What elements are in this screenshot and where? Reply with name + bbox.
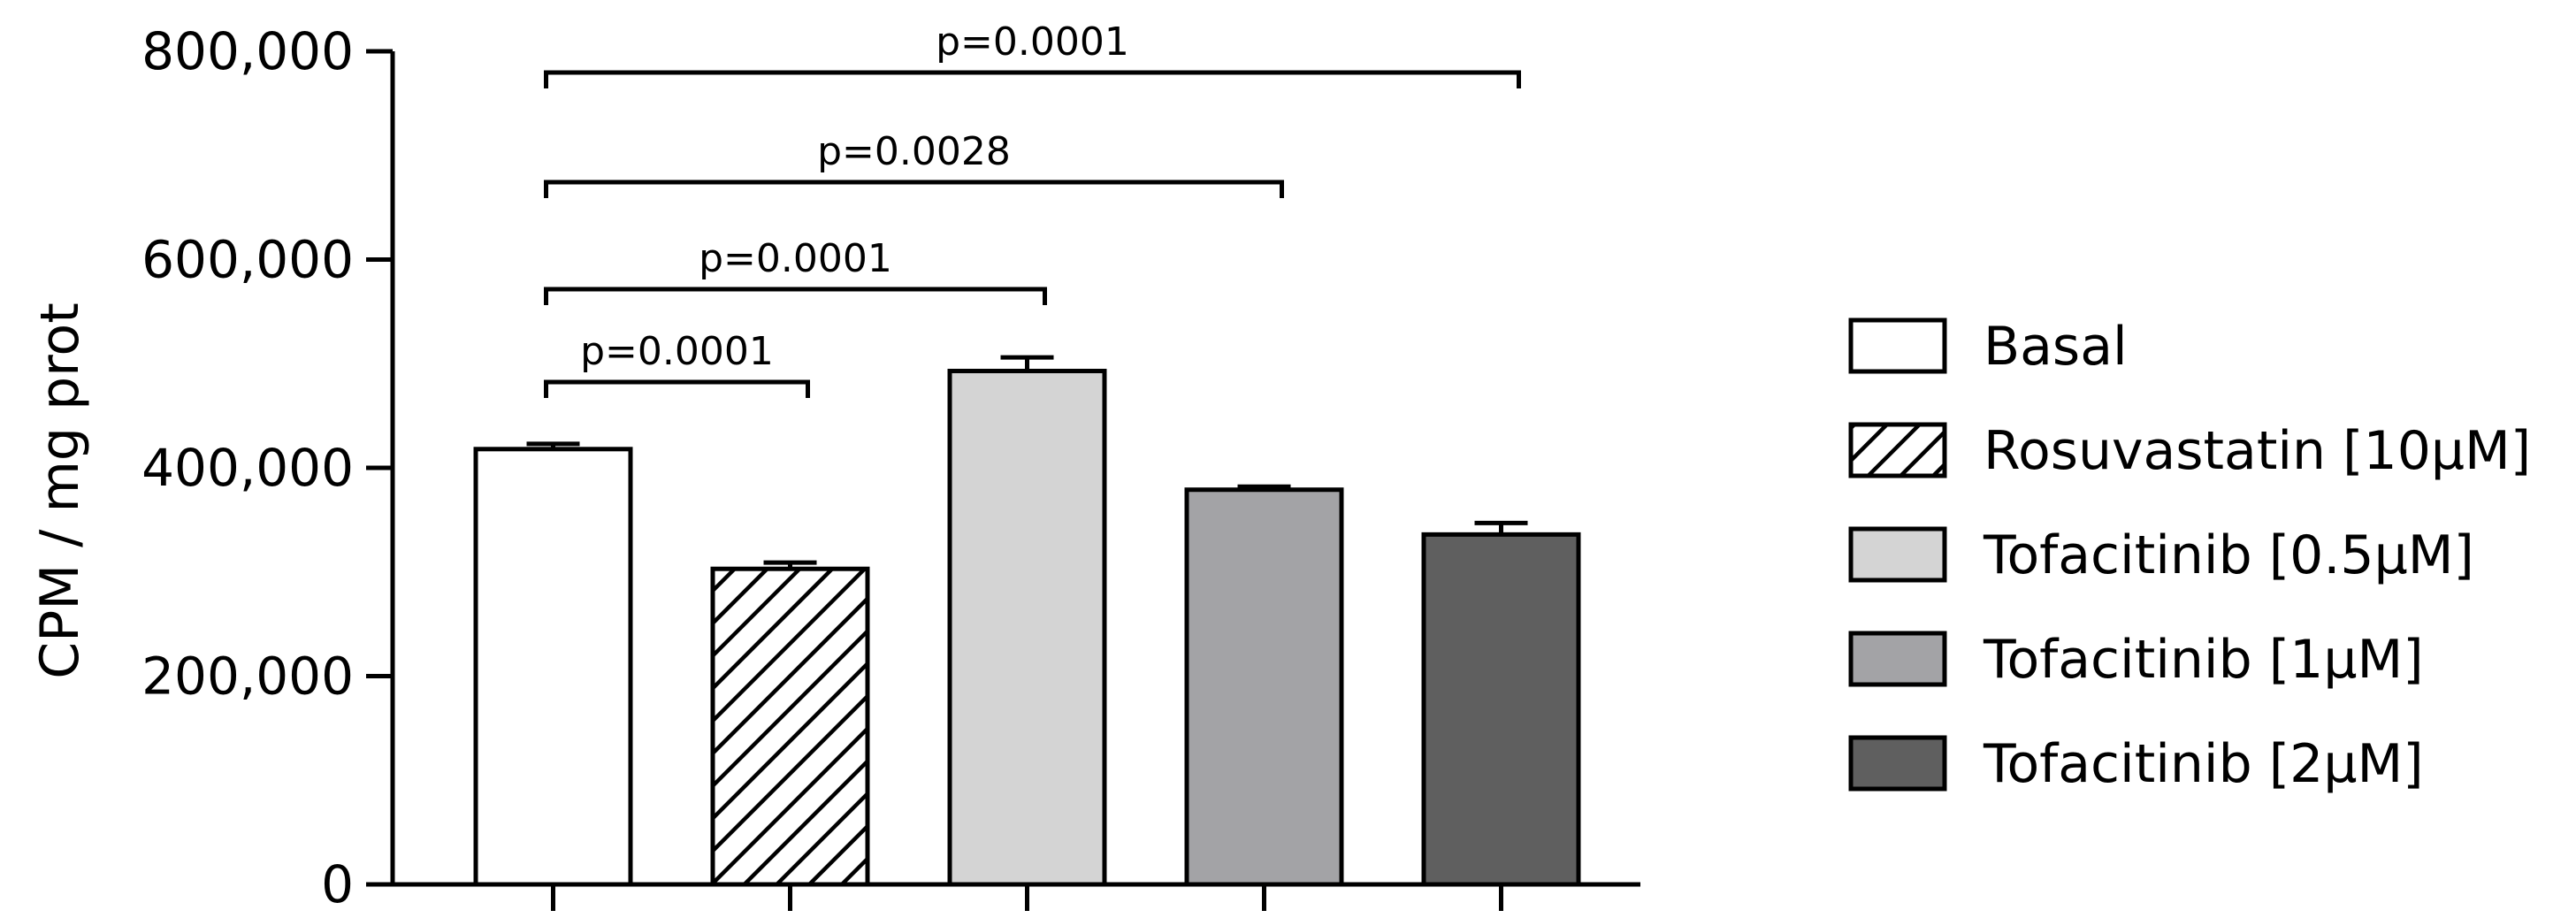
y-tick-label: 400,000 [141, 438, 354, 498]
legend-swatch [1848, 422, 1947, 478]
bar-3 [1184, 487, 1344, 887]
p-value-label: p=0.0001 [936, 19, 1129, 65]
significance-bracket [544, 379, 810, 398]
significance-bracket [544, 287, 1047, 305]
y-axis-title: CPM / mg prot [29, 302, 91, 678]
y-tick-label: 800,000 [141, 21, 354, 81]
legend-label: Tofacitinib [0.5μM] [1983, 524, 2474, 586]
p-value-label: p=0.0001 [580, 329, 774, 374]
y-tick-label: 200,000 [141, 646, 354, 707]
legend-label: Tofacitinib [1μM] [1983, 629, 2424, 691]
legend-swatch [1848, 735, 1947, 792]
significance-bracket [544, 70, 1521, 88]
legend-swatch [1848, 526, 1947, 583]
p-value-label: p=0.0028 [817, 129, 1011, 174]
bar-4 [1421, 532, 1581, 887]
y-tick-label: 0 [321, 854, 354, 914]
bar-1 [710, 566, 870, 887]
significance-bracket [544, 180, 1284, 198]
legend-swatch [1848, 631, 1947, 687]
legend-swatch [1848, 317, 1947, 374]
bar-2 [947, 368, 1107, 887]
legend-label: Basal [1984, 316, 2128, 378]
p-value-label: p=0.0001 [699, 236, 892, 281]
bar-0 [473, 447, 633, 887]
legend-label: Tofacitinib [2μM] [1983, 733, 2424, 795]
y-tick-label: 600,000 [141, 230, 354, 290]
legend-label: Rosuvastatin [10μM] [1984, 420, 2531, 482]
